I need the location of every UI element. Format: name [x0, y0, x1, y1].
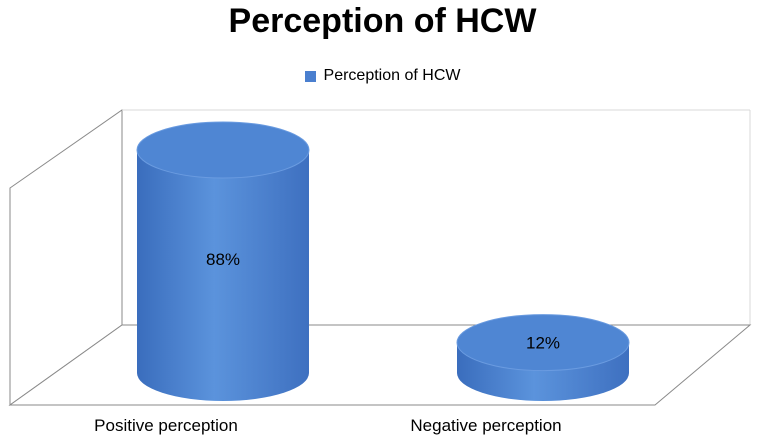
category-label: Positive perception: [94, 416, 238, 435]
bar-top: [136, 121, 310, 179]
data-label: 88%: [206, 250, 240, 269]
category-label: Negative perception: [410, 416, 561, 435]
bar-positive-perception: [136, 121, 310, 401]
data-label: 12%: [526, 334, 560, 353]
legend: Perception of HCW: [0, 67, 765, 85]
bar-body: [137, 150, 309, 401]
bar-top: [456, 314, 630, 372]
chart-title: Perception of HCW: [228, 2, 537, 40]
legend-label: Perception of HCW: [323, 67, 461, 84]
chart-walls: [8, 109, 752, 406]
chart-labels: 88% Positive perception 12% Negative percep…: [94, 250, 561, 435]
chart-bars: [136, 121, 630, 401]
legend-swatch: [304, 70, 316, 82]
chart-floor: [8, 324, 752, 406]
bar-negative-perception: [456, 314, 630, 401]
